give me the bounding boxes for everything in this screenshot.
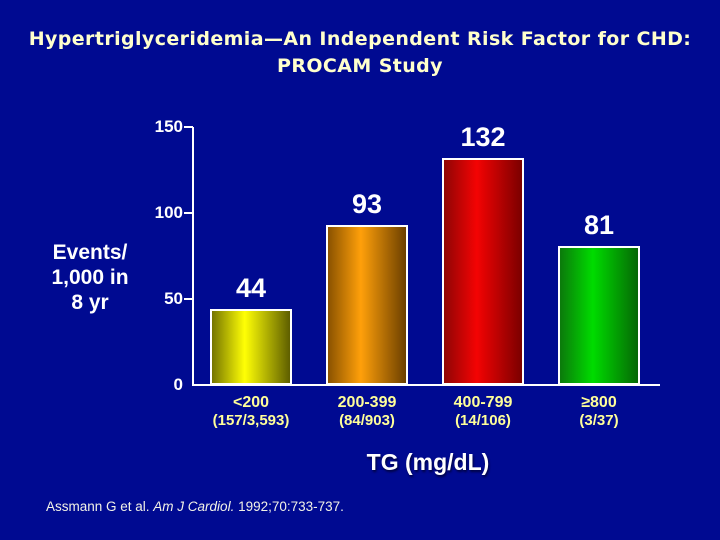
bar-value-label: 81 [583, 210, 615, 240]
y-tick-mark [184, 212, 193, 214]
x-category-label: 400-799 (14/106) [425, 394, 541, 430]
x-category-label: <200 (157/3,593) [193, 394, 309, 430]
bar-yellow [210, 309, 292, 385]
citation: Assmann G et al. Am J Cardiol. 1992;70:7… [46, 499, 344, 514]
citation-journal: Am J Cardiol. [153, 499, 235, 514]
y-axis-label: Events/ 1,000 in 8 yr [30, 240, 150, 315]
x-axis-title: TG (mg/dL) [366, 449, 490, 475]
x-category-range: <200 [232, 394, 270, 411]
y-axis-label-line3: 8 yr [71, 291, 109, 314]
y-tick-label: 50 [164, 289, 183, 308]
citation-authors: Assmann G et al. [46, 499, 154, 514]
x-category-range: 200-399 [337, 394, 397, 411]
x-axis-baseline [192, 384, 660, 386]
x-category-label: 200-399 (84/903) [309, 394, 425, 430]
citation-ref: 1992;70:733-737. [234, 499, 344, 514]
x-category-ratio: (157/3,593) [212, 412, 290, 429]
bar-orange [326, 225, 408, 385]
y-axis-line [192, 127, 194, 386]
bar-value-label: 44 [235, 273, 267, 303]
y-axis-label-line2: 1,000 in [51, 266, 129, 289]
y-tick-label: 150 [154, 117, 183, 136]
bar-red [442, 158, 524, 385]
y-axis-label-line1: Events/ [52, 241, 128, 264]
y-tick-label: 0 [173, 375, 183, 394]
x-category-ratio: (14/106) [455, 412, 511, 429]
x-category-label: ≥800 (3/37) [541, 394, 657, 430]
x-category-ratio: (84/903) [339, 412, 395, 429]
slide-title: Hypertriglyceridemia—An Independent Risk… [0, 26, 720, 80]
x-category-ratio: (3/37) [579, 412, 619, 429]
y-tick-mark [184, 126, 193, 128]
slide-title-line1: Hypertriglyceridemia—An Independent Risk… [28, 28, 692, 50]
y-tick-mark [184, 298, 193, 300]
bar-green [558, 246, 640, 385]
bar-value-label: 132 [460, 122, 506, 152]
x-category-range: ≥800 [581, 394, 617, 411]
y-tick-label: 100 [154, 203, 183, 222]
x-category-range: 400-799 [453, 394, 513, 411]
bar-value-label: 93 [351, 189, 383, 219]
slide-title-line2: PROCAM Study [277, 55, 443, 77]
